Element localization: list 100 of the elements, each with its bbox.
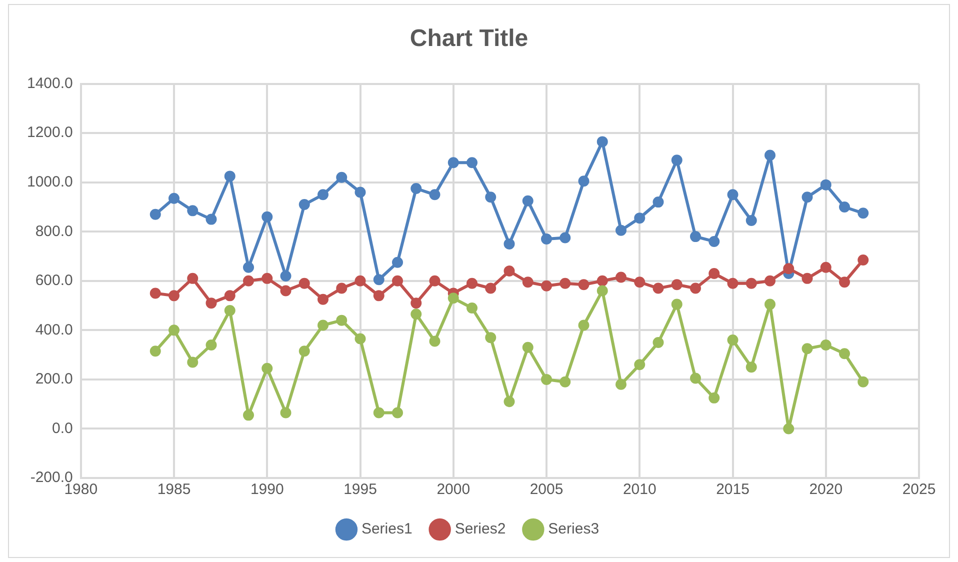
point <box>168 192 180 204</box>
point <box>616 224 626 236</box>
x-tick-label: 1985 <box>157 481 191 498</box>
point <box>541 280 552 292</box>
point <box>522 276 534 288</box>
point <box>354 275 366 286</box>
point <box>578 176 590 187</box>
point <box>318 294 329 305</box>
point <box>410 308 422 320</box>
point <box>541 234 552 245</box>
point <box>802 272 813 284</box>
point <box>448 292 459 304</box>
point <box>262 272 273 284</box>
point <box>596 275 608 286</box>
y-tick-label: 0.0 <box>52 420 73 437</box>
point <box>504 266 515 277</box>
point <box>578 279 590 290</box>
point <box>466 278 478 289</box>
y-tick-label: 1000.0 <box>26 173 73 190</box>
point <box>727 334 738 346</box>
point <box>634 359 646 370</box>
point <box>243 275 254 286</box>
y-tick-label: 400.0 <box>35 321 73 338</box>
point <box>596 285 608 296</box>
point <box>858 254 869 266</box>
point <box>839 348 850 360</box>
point <box>652 282 664 294</box>
point <box>150 208 161 220</box>
point <box>392 407 404 418</box>
point <box>783 423 794 434</box>
point <box>336 282 348 294</box>
point <box>746 278 757 289</box>
point <box>206 339 217 350</box>
point <box>727 189 738 200</box>
point <box>224 170 236 182</box>
point <box>150 346 161 357</box>
point <box>504 396 515 408</box>
point <box>373 290 384 302</box>
x-tick-label: 2025 <box>902 481 936 498</box>
x-tick-label: 2005 <box>530 481 564 498</box>
point <box>280 407 292 418</box>
point <box>224 290 236 302</box>
point <box>671 298 682 310</box>
point <box>783 263 794 274</box>
x-tick-label: 2000 <box>436 481 470 498</box>
point <box>429 189 440 200</box>
point <box>764 275 776 286</box>
point <box>150 288 161 299</box>
legend-label: Series2 <box>454 520 506 538</box>
x-tick-label: 1995 <box>344 481 377 498</box>
legend-label: Series3 <box>548 520 600 538</box>
x-tick-label: 2010 <box>622 481 656 498</box>
point <box>596 136 608 148</box>
point <box>466 157 478 168</box>
point <box>485 192 496 203</box>
point <box>727 278 738 289</box>
point <box>373 407 384 418</box>
point <box>634 212 646 224</box>
legend-label: Series1 <box>361 520 412 538</box>
point <box>392 256 404 268</box>
point <box>298 278 310 289</box>
y-tick-label: 600.0 <box>35 272 73 290</box>
x-tick-label: 2020 <box>809 481 843 498</box>
point <box>820 179 832 190</box>
point <box>298 199 310 210</box>
point <box>336 172 348 183</box>
point <box>690 282 701 294</box>
point <box>280 285 292 296</box>
point <box>410 298 422 309</box>
point <box>839 201 850 212</box>
point <box>262 211 273 222</box>
point <box>298 346 310 357</box>
point <box>522 195 534 206</box>
point <box>690 372 701 384</box>
point <box>652 336 664 348</box>
point <box>560 376 571 388</box>
point <box>373 274 384 286</box>
point <box>708 236 720 247</box>
point <box>318 320 329 331</box>
point <box>578 320 590 331</box>
point <box>187 272 198 284</box>
point <box>168 290 180 302</box>
point <box>802 192 813 203</box>
point <box>560 232 571 244</box>
point <box>746 362 757 373</box>
point <box>671 154 682 166</box>
point <box>764 150 776 161</box>
point <box>504 238 515 250</box>
point <box>671 279 682 290</box>
point <box>262 362 273 374</box>
point <box>560 278 571 289</box>
x-tick-label: 1990 <box>250 481 284 498</box>
point <box>690 231 701 242</box>
point <box>243 410 254 421</box>
point <box>354 186 366 198</box>
point <box>839 276 850 288</box>
y-tick-label: 200.0 <box>35 370 73 388</box>
point <box>820 262 832 273</box>
point <box>746 215 757 226</box>
point <box>392 275 404 286</box>
